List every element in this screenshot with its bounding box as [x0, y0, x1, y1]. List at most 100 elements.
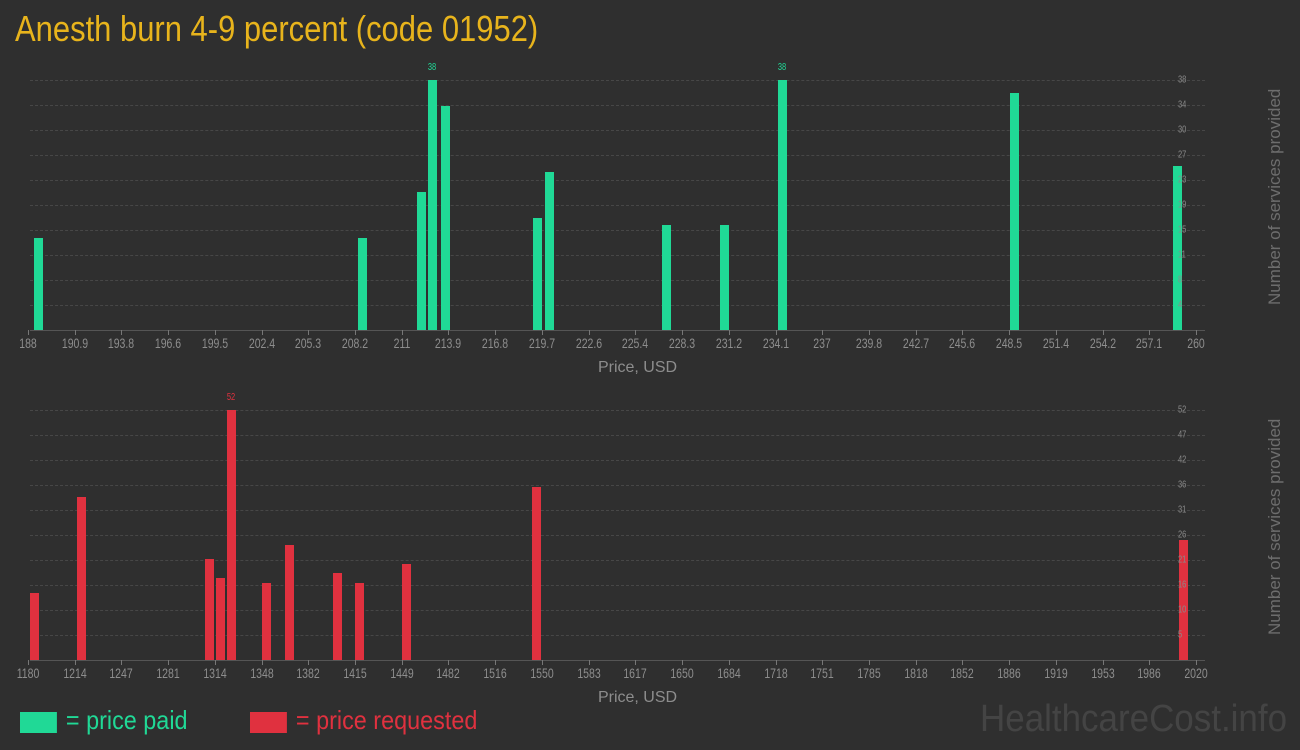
y-tick-label: 11 — [1178, 249, 1186, 261]
gridline — [30, 230, 1205, 231]
y-tick-label: 5 — [1178, 629, 1183, 641]
x-tick-label: 1314 — [203, 665, 227, 681]
x-tick-mark — [308, 330, 310, 335]
x-tick-mark — [541, 330, 543, 335]
x-tick-label: 231.2 — [715, 335, 742, 351]
bar — [402, 563, 412, 660]
gridline — [30, 105, 1205, 106]
x-tick-mark — [1055, 660, 1057, 665]
legend-paid-label: = price paid — [65, 705, 188, 735]
x-tick-mark — [962, 660, 964, 665]
x-tick-mark — [682, 660, 684, 665]
bar — [204, 559, 214, 660]
x-tick-label: 193.8 — [108, 335, 135, 351]
y-tick-label: 34 — [1178, 99, 1187, 111]
x-tick-label: 242.7 — [902, 335, 929, 351]
x-tick-label: 222.6 — [575, 335, 602, 351]
x-tick-mark — [28, 660, 29, 665]
bar — [544, 172, 554, 330]
x-tick-mark — [1102, 330, 1104, 335]
y-tick-label: 21 — [1178, 554, 1187, 566]
x-tick-mark — [401, 660, 403, 665]
x-tick-label: 1281 — [156, 665, 180, 681]
x-tick-mark — [1009, 330, 1011, 335]
x-tick-label: 1953 — [1090, 665, 1115, 681]
x-tick-mark — [588, 660, 590, 665]
y-tick-label: 19 — [1178, 199, 1187, 211]
x-axis-label: Price, USD — [597, 689, 678, 706]
x-axis — [30, 660, 1205, 661]
x-tick-mark — [682, 330, 684, 335]
x-tick-mark — [915, 660, 917, 665]
y-tick-label: 23 — [1178, 174, 1187, 186]
x-tick-mark — [261, 660, 263, 665]
x-tick-label: 202.4 — [248, 335, 275, 351]
watermark: HealthcareCost.info — [980, 698, 1288, 740]
x-tick-label: 1382 — [296, 665, 320, 681]
gridline — [30, 130, 1205, 131]
x-tick-label: 208.2 — [341, 335, 369, 351]
y-tick-label: 8 — [1178, 274, 1183, 286]
x-tick-label: 2020 — [1184, 665, 1208, 681]
x-tick-mark — [635, 660, 637, 665]
x-tick-mark — [775, 330, 777, 335]
x-tick-mark — [822, 330, 824, 335]
x-tick-label: 248.5 — [995, 335, 1023, 351]
paid-swatch — [20, 711, 57, 733]
y-axis-label: Number of services provided — [1265, 418, 1284, 635]
x-tick-label: 1751 — [810, 665, 834, 681]
gridline — [30, 485, 1205, 486]
x-tick-mark — [1055, 330, 1057, 335]
gridline — [30, 610, 1205, 611]
x-tick-label: 225.4 — [622, 335, 649, 351]
x-tick-mark — [401, 330, 403, 335]
plot-area — [30, 80, 1205, 330]
x-tick-label: 260 — [1187, 335, 1205, 351]
x-tick-mark — [121, 660, 123, 665]
x-tick-label: 190.9 — [61, 335, 88, 351]
x-tick-label: 196.6 — [155, 335, 182, 351]
y-tick-label: 4 — [1178, 299, 1183, 311]
bar — [215, 578, 225, 660]
x-tick-label: 1785 — [857, 665, 881, 681]
bar — [261, 583, 271, 660]
x-tick-label: 1348 — [249, 665, 274, 681]
plot-area — [29, 410, 1205, 660]
x-tick-label: 1818 — [903, 665, 928, 681]
x-tick-label: 211 — [393, 335, 411, 351]
gridline — [30, 205, 1205, 206]
x-tick-mark — [495, 660, 497, 665]
x-tick-mark — [214, 660, 216, 665]
x-tick-mark — [74, 330, 76, 335]
y-tick-label: 52 — [1178, 404, 1187, 416]
legend-requested-label: = price requested — [295, 705, 478, 735]
x-tick-label: 237 — [813, 335, 831, 351]
x-tick-mark — [74, 660, 76, 665]
gridline — [30, 585, 1205, 586]
x-tick-label: 1718 — [763, 665, 788, 681]
x-tick-label: 1550 — [530, 665, 554, 681]
bar — [227, 410, 236, 660]
bar-value-label: 38 — [427, 62, 437, 73]
x-tick-label: 1617 — [623, 665, 648, 681]
x-tick-mark — [1009, 660, 1011, 665]
x-tick-label: 1516 — [483, 665, 507, 681]
bar — [416, 191, 426, 330]
x-tick-mark — [168, 330, 170, 335]
x-tick-mark — [775, 660, 777, 665]
gridline — [30, 535, 1205, 536]
x-tick-label: 1415 — [343, 665, 367, 681]
bar — [531, 486, 541, 660]
bar — [285, 544, 295, 660]
x-tick-label: 1214 — [63, 665, 87, 681]
y-tick-label: 30 — [1178, 124, 1187, 136]
gridline — [30, 560, 1205, 561]
x-tick-label: 219.7 — [528, 335, 556, 351]
x-tick-mark — [868, 660, 870, 665]
y-axis-label: Number of services provided — [1265, 88, 1284, 305]
x-tick-mark — [448, 660, 450, 665]
gridline — [30, 410, 1205, 411]
bar — [1010, 93, 1020, 330]
bar-value-label: 52 — [226, 392, 236, 403]
x-tick-mark — [635, 330, 637, 335]
